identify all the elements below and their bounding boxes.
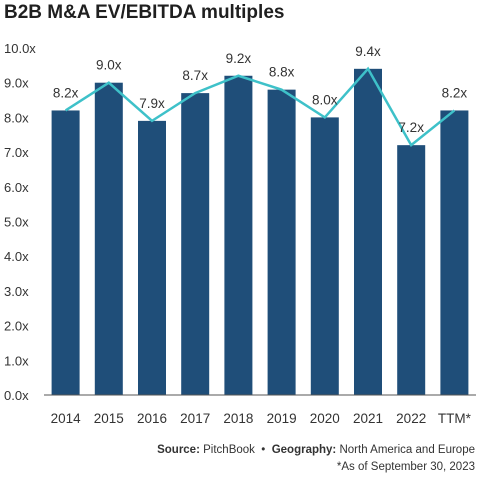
data-label: 7.9x [139,96,165,111]
separator-bullet: • [261,444,266,456]
x-tick-label: 2021 [353,411,383,426]
data-label: 9.0x [96,58,122,73]
x-tick-label: 2016 [137,411,167,426]
data-label: 7.2x [398,120,424,135]
y-tick-label: 0.0x [4,388,29,403]
data-label: 8.8x [269,65,295,80]
y-tick-label: 4.0x [4,249,29,264]
y-tick-label: 6.0x [4,180,29,195]
y-axis: 0.0x 1.0x 2.0x 3.0x 4.0x 5.0x 6.0x 7.0x 8.0x 9.0x… [4,41,36,403]
x-tick-label: 2019 [267,411,297,426]
bar [267,89,296,395]
source-value: PitchBook [203,444,255,456]
trend-line [64,66,456,148]
y-tick-label: 7.0x [4,145,29,160]
geography-label: Geography: [271,444,337,456]
bar [138,120,166,396]
data-label: 8.2x [53,85,79,100]
footnote: *As of September 30, 2023 [336,461,475,473]
y-tick-label: 1.0x [4,353,29,368]
bar [354,68,382,395]
bar [397,145,426,395]
bar [51,110,80,396]
bar [310,117,339,396]
data-label: 8.7x [182,68,208,83]
y-tick-label: 2.0x [4,319,29,334]
chart-title: B2B M&A EV/EBITDA multiples [4,2,285,23]
x-tick-label: 2020 [310,411,340,426]
bar [224,75,253,395]
y-tick-label: 3.0x [4,284,29,299]
bar-series [51,68,469,396]
data-label: 9.4x [355,44,381,59]
data-label: 8.0x [312,92,338,107]
data-label: 9.2x [226,51,252,66]
y-tick-label: 8.0x [4,110,29,125]
source-label: Source: [157,444,200,456]
x-tick-label: 2022 [396,411,426,426]
y-tick-label: 9.0x [4,76,29,91]
bar [94,82,123,395]
x-tick-label: 2014 [51,411,82,426]
x-tick-label: TTM* [438,411,472,426]
x-tick-label: 2017 [180,411,210,426]
source-line: Source: PitchBook • Geography: North Ame… [157,444,475,456]
bar [440,110,469,396]
x-tick-label: 2018 [223,411,253,426]
geography-value: North America and Europe [339,444,475,456]
x-tick-label: 2015 [94,411,124,426]
data-label: 8.2x [442,85,468,100]
x-axis: 2014 2015 2016 2017 2018 2019 2020 2021 2022 TTM* [51,411,472,426]
bar [181,93,210,396]
data-labels: 8.2x 9.0x 7.9x 8.7x 9.2x 8.8x 8.0x 9.4x 7.2x 8.2x [53,44,468,135]
y-tick-label: 10.0x [4,41,36,56]
y-tick-label: 5.0x [4,215,29,230]
